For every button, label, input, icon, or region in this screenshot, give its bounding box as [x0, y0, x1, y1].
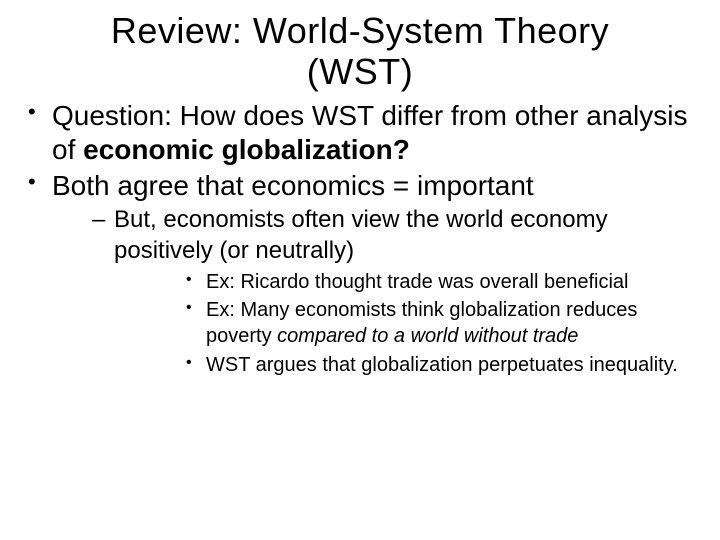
title-line-2: (WST) — [307, 51, 413, 92]
bullet-both-agree: Both agree that economics = important Bu… — [20, 169, 700, 378]
bullet-list-level-3: Ex: Ricardo thought trade was overall be… — [114, 269, 700, 379]
bullet-both-agree-text: Both agree that economics = important — [52, 170, 534, 201]
subbullet-economists-view: But, economists often view the world eco… — [52, 205, 700, 378]
example-globalization-poverty-italic: compared to a world without trade — [277, 325, 578, 347]
bullet-question-bold: economic globalization? — [83, 134, 410, 165]
subbullet-economists-view-text: But, economists often view the world eco… — [114, 206, 608, 264]
example-ricardo: Ex: Ricardo thought trade was overall be… — [114, 269, 700, 295]
example-wst-inequality-text: WST argues that globalization perpetuate… — [206, 354, 678, 376]
example-wst-inequality: WST argues that globalization perpetuate… — [114, 352, 700, 378]
title-line-1: Review: World-System Theory — [111, 10, 609, 51]
example-ricardo-text: Ex: Ricardo thought trade was overall be… — [206, 271, 628, 293]
example-globalization-poverty: Ex: Many economists think globalization … — [114, 297, 700, 350]
bullet-list-level-2: But, economists often view the world eco… — [52, 205, 700, 378]
slide: Review: World-System Theory (WST) Questi… — [0, 0, 720, 540]
bullet-question: Question: How does WST differ from other… — [20, 99, 700, 167]
bullet-list-level-1: Question: How does WST differ from other… — [20, 99, 700, 378]
slide-title: Review: World-System Theory (WST) — [20, 10, 700, 93]
